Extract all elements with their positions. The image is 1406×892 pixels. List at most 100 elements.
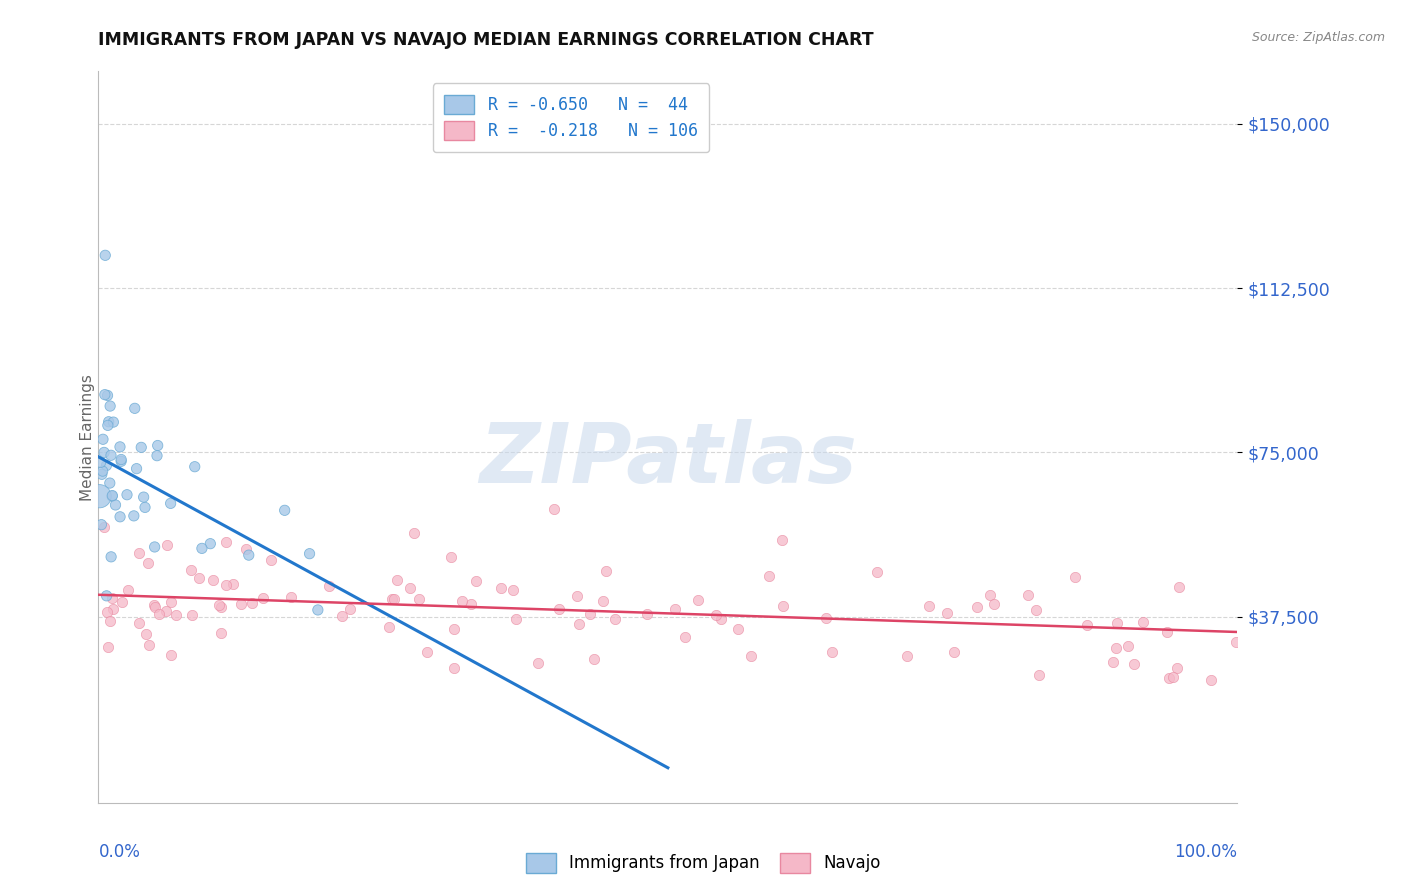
Point — [101, 489, 124, 503]
Point — [94, 387, 117, 401]
Point — [97, 640, 120, 654]
Point — [110, 452, 132, 467]
Point — [160, 648, 183, 662]
Point — [98, 614, 121, 628]
Point — [936, 606, 959, 620]
Point — [91, 464, 114, 478]
Point — [201, 573, 224, 587]
Point — [1156, 625, 1178, 640]
Point — [209, 600, 232, 615]
Point — [90, 455, 112, 469]
Point — [143, 598, 166, 612]
Point — [110, 454, 132, 468]
Point — [1199, 673, 1222, 688]
Point — [1102, 655, 1125, 669]
Point — [146, 438, 169, 452]
Point — [710, 612, 733, 626]
Point — [770, 533, 793, 547]
Point — [1064, 569, 1087, 583]
Point — [983, 598, 1005, 612]
Point — [526, 656, 548, 670]
Point — [966, 600, 988, 615]
Point — [155, 604, 177, 618]
Point — [381, 591, 404, 606]
Point — [727, 622, 749, 636]
Point — [1017, 589, 1039, 603]
Point — [465, 574, 488, 588]
Point — [128, 615, 150, 630]
Point — [125, 461, 148, 475]
Point — [209, 626, 232, 640]
Point — [94, 248, 117, 262]
Point — [398, 581, 420, 595]
Point — [918, 599, 941, 613]
Point — [382, 592, 405, 607]
Point — [772, 599, 794, 614]
Point — [896, 649, 918, 664]
Point — [100, 448, 122, 462]
Point — [704, 608, 727, 623]
Legend: Immigrants from Japan, Navajo: Immigrants from Japan, Navajo — [519, 847, 887, 880]
Point — [238, 548, 260, 562]
Point — [129, 441, 152, 455]
Point — [240, 596, 263, 610]
Point — [1118, 639, 1140, 653]
Point — [97, 418, 120, 433]
Point — [502, 582, 524, 597]
Point — [180, 607, 202, 622]
Text: 0.0%: 0.0% — [98, 843, 141, 861]
Text: IMMIGRANTS FROM JAPAN VS NAVAJO MEDIAN EARNINGS CORRELATION CHART: IMMIGRANTS FROM JAPAN VS NAVAJO MEDIAN E… — [98, 31, 875, 49]
Point — [143, 540, 166, 554]
Point — [115, 488, 138, 502]
Point — [460, 597, 482, 611]
Point — [740, 648, 762, 663]
Point — [1168, 580, 1191, 594]
Point — [90, 517, 112, 532]
Point — [307, 603, 329, 617]
Point — [117, 582, 139, 597]
Point — [260, 553, 283, 567]
Point — [103, 602, 125, 616]
Point — [979, 588, 1001, 602]
Point — [1132, 615, 1154, 630]
Point — [443, 661, 465, 675]
Point — [188, 571, 211, 585]
Point — [664, 602, 686, 616]
Point — [1025, 603, 1047, 617]
Point — [1157, 671, 1180, 685]
Point — [758, 569, 780, 583]
Point — [215, 534, 238, 549]
Point — [942, 645, 965, 659]
Point — [215, 578, 238, 592]
Point — [408, 592, 430, 607]
Point — [135, 627, 157, 641]
Text: ZIPatlas: ZIPatlas — [479, 418, 856, 500]
Point — [1105, 641, 1128, 656]
Point — [143, 600, 166, 615]
Point — [252, 591, 274, 605]
Point — [440, 550, 463, 565]
Point — [489, 581, 512, 595]
Text: Source: ZipAtlas.com: Source: ZipAtlas.com — [1251, 31, 1385, 45]
Legend: R = -0.650   N =  44, R =  -0.218   N = 106: R = -0.650 N = 44, R = -0.218 N = 106 — [433, 83, 710, 152]
Point — [595, 564, 617, 578]
Point — [138, 556, 160, 570]
Point — [280, 590, 302, 604]
Point — [505, 612, 527, 626]
Point — [104, 498, 127, 512]
Point — [821, 645, 844, 659]
Point — [443, 622, 465, 636]
Point — [686, 592, 709, 607]
Point — [100, 549, 122, 564]
Point — [159, 595, 181, 609]
Point — [165, 607, 187, 622]
Point — [235, 542, 257, 557]
Point — [108, 509, 131, 524]
Point — [108, 440, 131, 454]
Point — [579, 607, 602, 622]
Point — [103, 415, 125, 429]
Point — [128, 546, 150, 560]
Point — [1161, 670, 1184, 684]
Point — [156, 539, 179, 553]
Point — [200, 537, 222, 551]
